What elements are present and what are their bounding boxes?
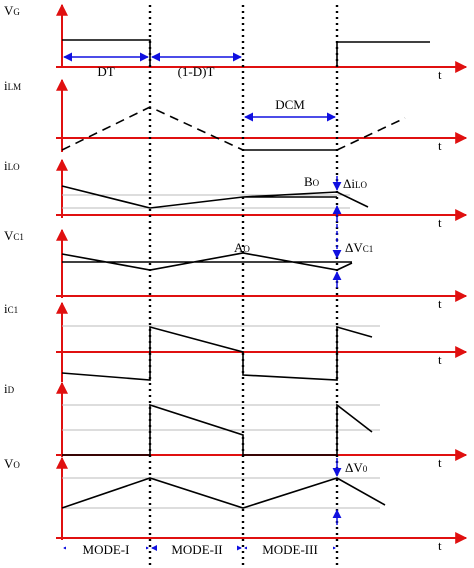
axis-label-subscript: C1 (8, 305, 19, 315)
axis-label-symbol: i (4, 381, 8, 396)
annotation-symbol: B (304, 174, 313, 189)
axis-label-symbol: i (4, 301, 8, 316)
mode-labels: MODE-I MODE-II MODE-III (66, 542, 333, 558)
annotation: AO (234, 240, 250, 255)
axis-label-subscript: LM (8, 82, 22, 92)
annotation-subscript: C1 (363, 244, 374, 254)
axis-label-subscript: C1 (13, 232, 24, 242)
axis-label-subscript: O (13, 460, 20, 470)
ilo-wave (61, 185, 369, 209)
axis-label-symbol: V (4, 456, 14, 471)
annotation-symbol: ΔV (345, 460, 363, 475)
label-bg (157, 542, 237, 558)
axis-label-subscript: LO (8, 162, 20, 172)
axis-label: iC1 (4, 301, 18, 316)
vo-wave (61, 477, 386, 509)
annotation-symbol: ΔV (345, 240, 363, 255)
time-label: t (438, 352, 442, 367)
axis-label: VG (4, 3, 20, 18)
axis-label: VO (4, 456, 20, 471)
mode-label: MODE-I (83, 542, 130, 557)
mode-dividers (148, 5, 339, 565)
annotation: ΔV0 (345, 460, 368, 475)
ilm-wave-dashed (61, 106, 406, 151)
axis-label-symbol: V (4, 3, 14, 18)
annotation-symbol: A (234, 240, 244, 255)
time-label: t (438, 67, 442, 82)
annotation-subscript: O (243, 244, 250, 254)
annotation: ΔVC1 (345, 240, 373, 255)
annotation-subscript: LO (355, 180, 367, 190)
axis-label: iLO (4, 158, 20, 173)
mode-label: MODE-III (262, 542, 318, 557)
annotation-subscript: 0 (363, 464, 368, 474)
mode-label: MODE-II (171, 542, 222, 557)
time-label: t (438, 538, 442, 553)
interval-label: DT (97, 64, 114, 79)
axis-label: VC1 (4, 228, 24, 243)
time-label: t (438, 296, 442, 311)
annotation-subscript: O (313, 178, 320, 188)
time-label: t (438, 455, 442, 470)
annotation: BO (304, 174, 320, 189)
axis-label-symbol: V (4, 228, 14, 243)
axis-label-subscript: D (8, 385, 15, 395)
interval-label: DCM (275, 97, 305, 112)
label-bg (66, 542, 146, 558)
axis-label-symbol: i (4, 158, 8, 173)
time-label: t (438, 215, 442, 230)
axis-label: iD (4, 381, 15, 396)
reference-lines (62, 194, 380, 509)
time-label: t (438, 138, 442, 153)
vc1-wave (61, 252, 353, 271)
annotation: ΔiLO (343, 176, 367, 191)
interval-label: (1-D)T (178, 64, 215, 79)
label-bg (247, 542, 333, 558)
axis-label-subscript: G (13, 7, 20, 17)
annotation-symbol: Δi (343, 176, 355, 191)
axis-label: iLM (4, 78, 21, 93)
vg-wave (62, 39, 430, 67)
axis-label-symbol: i (4, 78, 8, 93)
waveforms (61, 39, 430, 509)
ic1-wave (61, 325, 373, 381)
